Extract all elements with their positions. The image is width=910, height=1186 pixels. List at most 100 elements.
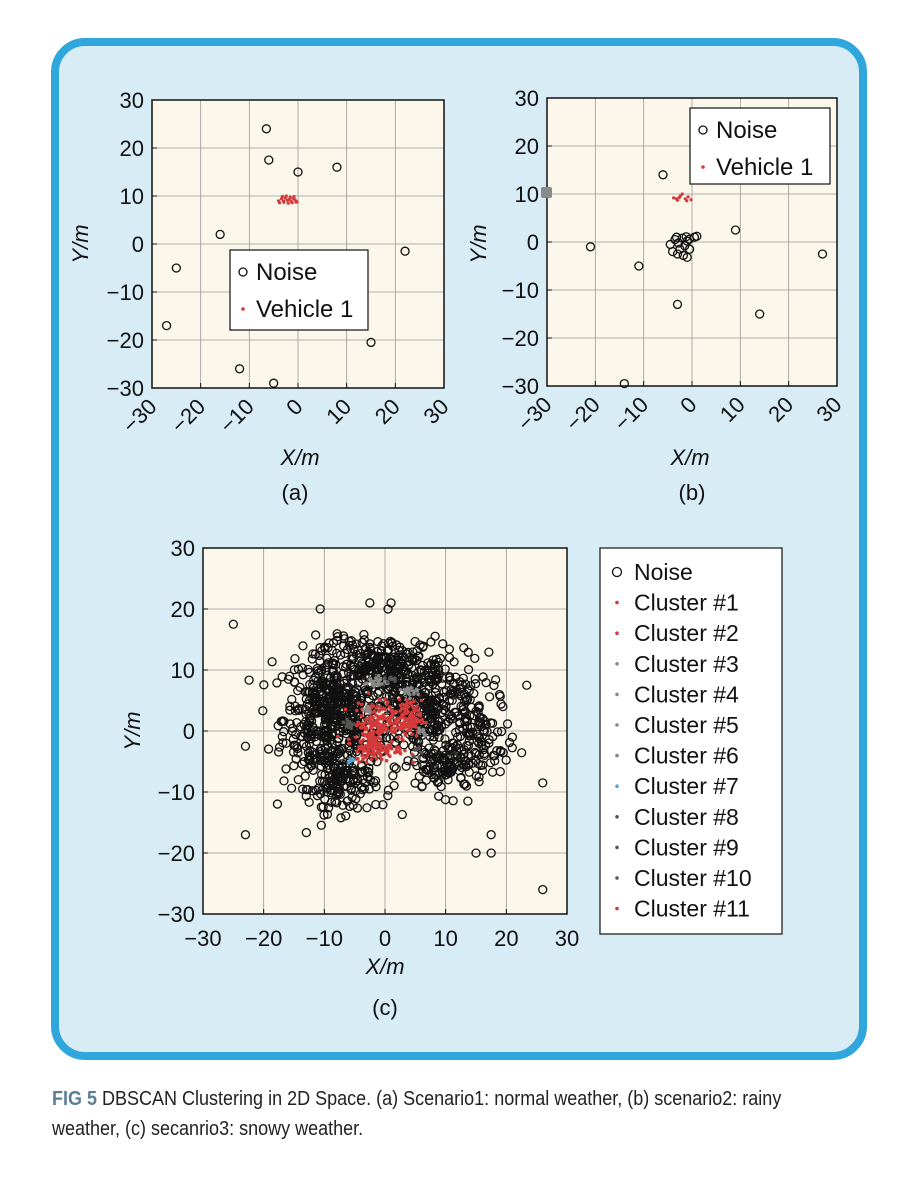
cluster-point	[361, 749, 366, 754]
noise-point	[289, 665, 300, 675]
vehicle-point	[280, 194, 285, 199]
x-tick-label: 30	[419, 394, 454, 429]
noise-point	[400, 246, 410, 256]
noise-point	[278, 738, 288, 748]
y-tick-label: 30	[515, 86, 539, 111]
noise-point	[434, 693, 445, 703]
cluster-point	[383, 727, 388, 731]
noise-point	[426, 637, 436, 647]
noise-point	[495, 691, 505, 701]
noise-point	[319, 642, 330, 652]
x-tick-label: −20	[166, 394, 210, 438]
noise-point	[415, 640, 425, 650]
cluster-point	[403, 748, 407, 753]
legend-cluster-marker	[615, 876, 619, 880]
noise-point	[259, 680, 269, 690]
noise-point	[356, 761, 367, 772]
noise-point	[415, 689, 425, 700]
x-tick-label: −20	[561, 392, 605, 436]
cluster-point	[347, 741, 352, 746]
noise-point	[682, 252, 692, 263]
noise-point	[495, 746, 506, 756]
vehicle-point	[672, 196, 676, 200]
x-tick-label: 30	[555, 926, 579, 951]
noise-point	[333, 768, 343, 778]
noise-point	[313, 783, 323, 794]
figure-caption-text: DBSCAN Clustering in 2D Space. (a) Scena…	[52, 1088, 782, 1140]
cluster-point	[345, 717, 349, 722]
noise-point	[430, 708, 441, 719]
cluster-point	[371, 741, 376, 746]
noise-point	[471, 771, 481, 781]
y-tick-label: −20	[502, 326, 539, 351]
noise-point	[395, 642, 405, 652]
cluster-point	[379, 714, 383, 719]
noise-point	[364, 784, 374, 794]
noise-point	[383, 656, 393, 666]
noise-point	[389, 780, 399, 791]
x-tick-label: −30	[184, 926, 221, 951]
noise-point	[331, 790, 341, 800]
vehicle-point	[277, 201, 282, 205]
cluster-point	[393, 676, 397, 681]
cluster-point	[423, 733, 428, 738]
noise-point	[313, 676, 323, 686]
legend-label: Cluster #3	[634, 651, 739, 677]
noise-point	[384, 691, 394, 701]
noise-point	[369, 777, 379, 788]
cluster-point	[368, 715, 373, 720]
noise-point	[473, 732, 483, 742]
cluster-point	[390, 721, 394, 726]
noise-point	[307, 693, 317, 703]
noise-point	[303, 763, 314, 773]
vehicle-point	[292, 194, 296, 199]
cluster-point	[375, 677, 380, 682]
noise-point	[478, 760, 488, 770]
noise-point	[378, 800, 388, 810]
cluster-point	[408, 713, 412, 718]
cluster-point	[361, 757, 365, 762]
cluster-point	[415, 712, 419, 717]
noise-point	[264, 155, 274, 165]
cluster-point	[376, 673, 381, 678]
panel-label: (a)	[282, 480, 309, 505]
y-tick-label: −20	[107, 328, 144, 353]
x-axis-label: X/m	[364, 954, 404, 979]
noise-point	[288, 747, 299, 757]
legend-label: Cluster #6	[634, 743, 739, 769]
cluster-point	[404, 702, 409, 706]
noise-point	[470, 679, 481, 689]
cluster-point	[360, 702, 364, 707]
cluster-point	[379, 744, 383, 749]
noise-point	[504, 737, 515, 748]
noise-point	[304, 739, 315, 749]
noise-point	[431, 654, 441, 664]
noise-point	[272, 678, 282, 688]
noise-point	[490, 675, 501, 685]
x-tick-label: 20	[370, 394, 405, 429]
noise-point	[261, 124, 272, 134]
noise-point	[448, 796, 458, 806]
cluster-point	[404, 723, 409, 728]
legend-box	[229, 249, 369, 331]
legend-box	[599, 547, 783, 935]
vehicle-point	[290, 201, 294, 205]
cluster-point	[383, 679, 387, 684]
x-tick-label: 30	[812, 392, 847, 427]
noise-point	[341, 762, 351, 773]
cluster-point	[347, 760, 351, 765]
noise-point	[417, 665, 427, 675]
noise-point	[461, 781, 472, 791]
noise-point	[215, 229, 225, 240]
noise-point	[424, 751, 435, 762]
noise-point	[290, 740, 300, 750]
x-tick-label: 20	[494, 926, 518, 951]
y-tick-label: −30	[158, 902, 195, 927]
noise-point	[228, 619, 238, 629]
noise-point	[244, 675, 254, 685]
cluster-point	[413, 708, 418, 712]
noise-point	[356, 767, 367, 778]
cluster-point	[406, 705, 410, 709]
noise-point	[456, 772, 466, 783]
cluster-point	[413, 723, 417, 728]
